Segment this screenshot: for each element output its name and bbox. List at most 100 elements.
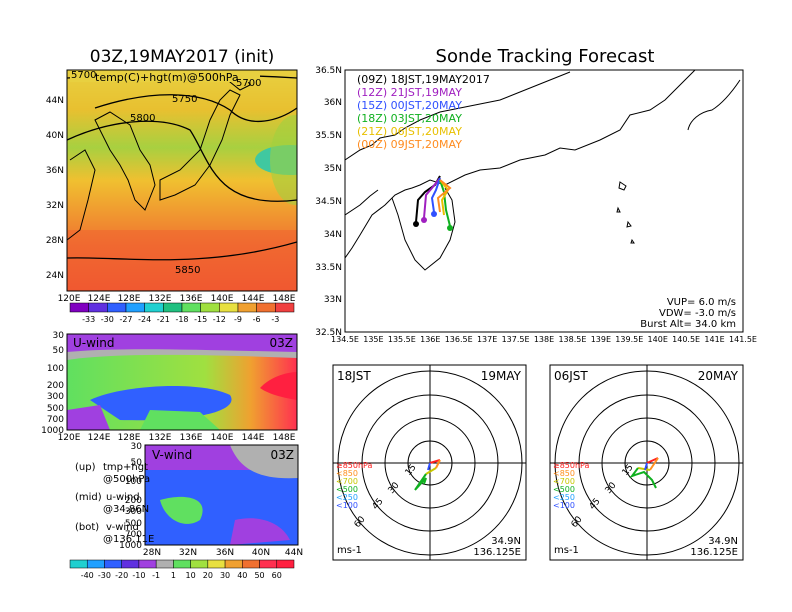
warm-area (67, 230, 297, 291)
legend-entry: (18Z) 03JST,20MAY (357, 112, 462, 125)
sonde-tracks (415, 175, 452, 227)
temperature-colorbar: -33 -30 -27 -24 -21 -18 -15 -12 -9 -6 -3 (69, 302, 295, 324)
p-tick: 30 (53, 331, 65, 341)
colorbar-label: -24 (138, 315, 151, 324)
hodograph-left: 15 30 45 60 18JST 19MAY ≥850hPa <850 <70… (332, 364, 527, 561)
x-tick: 144E (242, 294, 265, 304)
y-tick: 35.5N (315, 131, 342, 141)
x-tick: 36N (216, 548, 234, 558)
y-tick: 34.5N (315, 197, 342, 207)
p-tick: 200 (47, 381, 64, 391)
colorbar-swatch (207, 559, 226, 569)
param-burst: Burst Alt= 34.0 km (640, 319, 736, 330)
coastline-china (67, 149, 96, 241)
colorbar-label: -3 (271, 315, 279, 324)
x-tick: 124E (88, 294, 111, 304)
polar-time: 18JST (337, 369, 371, 383)
x-tick: 44N (285, 548, 303, 558)
contour-label: 5700 (236, 78, 261, 89)
colorbar-label: -40 (81, 571, 94, 580)
tracking-x-ticks: 134.5E 135E 135.5E 136E 136.5E 137E 137.5E 138E… (331, 335, 757, 344)
vwind-time: 03Z (271, 448, 295, 462)
colorbar-swatch (88, 302, 108, 313)
level-entry: <100 (553, 501, 575, 510)
level-entry: <850 (336, 469, 358, 478)
x-tick: 136E (180, 433, 203, 443)
p-tick: 50 (53, 346, 65, 356)
uwind-time: 03Z (270, 336, 294, 350)
hodograph-left-trace (414, 459, 441, 491)
vwind-frame (144, 444, 299, 546)
uwind-purple-low (67, 405, 110, 430)
note-value: @136.11E (103, 534, 154, 545)
x-tick: 32N (179, 548, 197, 558)
p-tick: 500 (125, 519, 142, 529)
x-tick: 120E (58, 433, 81, 443)
island (630, 238, 635, 244)
y-tick: 32N (46, 201, 64, 211)
level-entry: <850 (553, 469, 575, 478)
legend-entry: (09Z) 18JST,19MAY2017 (357, 73, 490, 86)
y-tick: 33.5N (315, 263, 342, 273)
level-entry: <250 (553, 493, 575, 502)
level-entry: <500 (553, 485, 575, 494)
x-tick: 120E (58, 294, 81, 304)
uwind-panel: U-wind 03Z 30 50 100 200 300 500 700 100… (41, 331, 298, 443)
island (618, 181, 627, 191)
x-tick: 128E (118, 294, 141, 304)
colorbar-swatch (275, 302, 295, 313)
contour-5750 (94, 94, 297, 122)
colorbar-swatch (163, 302, 183, 313)
coastline-honshu-south (345, 70, 696, 259)
p-tick: 1000 (119, 541, 142, 551)
colorbar-label: -1 (152, 571, 160, 580)
colorbar-swatch (69, 302, 89, 313)
temperature-map: temp(C)+hgt(m)@500hPa 5700 5700 5750 580… (46, 69, 298, 304)
note-key: (bot) (75, 522, 99, 533)
p-tick: 300 (47, 392, 64, 402)
legend-entry: (00Z) 09JST,20MAY (357, 138, 462, 151)
tracking-params: VUP= 6.0 m/s VDW= -3.0 m/s Burst Alt= 34… (640, 297, 736, 330)
polar-time: 06JST (554, 369, 588, 383)
colorbar-swatch (86, 559, 105, 569)
p-tick: 500 (47, 404, 64, 414)
track-end-12z (421, 217, 427, 223)
y-tick: 34N (324, 230, 342, 240)
x-tick: 40N (252, 548, 270, 558)
y-tick: 36N (324, 98, 342, 108)
map-frame (66, 69, 298, 292)
colorbar-label: -33 (82, 315, 95, 324)
colorbar-swatch (224, 559, 243, 569)
vwind-label: V-wind (152, 448, 192, 462)
y-tick: 32.5N (315, 328, 342, 338)
colorbar-label: -18 (175, 315, 188, 324)
colorbar-label: -27 (119, 315, 132, 324)
polar-unit: ms-1 (554, 545, 579, 556)
colorbar-swatch (121, 559, 140, 569)
p-tick: 300 (125, 507, 142, 517)
island (626, 220, 632, 228)
colorbar-swatch (104, 559, 122, 569)
colorbar-label: 1 (171, 571, 176, 580)
x-tick: 141.5E (729, 335, 757, 344)
x-tick: 140E (648, 335, 668, 344)
vwind-pressure-ticks: 30 50 100 200 300 500 700 1000 (119, 442, 142, 551)
colorbar-swatch (219, 302, 239, 313)
colorbar-label: -30 (101, 315, 114, 324)
p-tick: 200 (125, 496, 142, 506)
p-tick: 700 (125, 530, 142, 540)
hodograph-right-trace (629, 457, 659, 489)
vwind-green (160, 496, 203, 524)
colorbar-label: 50 (254, 571, 264, 580)
coastline-awaji (345, 189, 379, 216)
p-tick: 30 (131, 442, 143, 452)
level-legend: ≥850hPa <850 <700 <500 <250 <100 (553, 461, 590, 510)
track-end-15z (431, 211, 437, 217)
level-entry: <100 (336, 501, 358, 510)
polar-date: 19MAY (481, 369, 522, 383)
track-00z (436, 179, 452, 213)
x-tick: 138E (534, 335, 554, 344)
p-tick: 700 (47, 415, 64, 425)
polar-lat: 34.9N (708, 536, 738, 547)
vwind-panel: V-wind 03Z 30 50 100 200 300 500 700 100… (119, 442, 303, 558)
